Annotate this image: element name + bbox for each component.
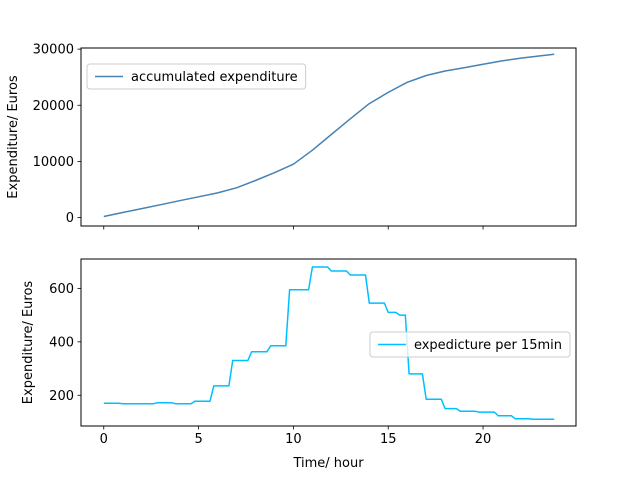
bottom-series-group — [103, 266, 555, 421]
y-tick-label: 10000 — [33, 155, 74, 170]
bottom-legend: expedicture per 15min — [369, 331, 571, 358]
top-legend-box — [86, 63, 307, 90]
series-line — [103, 266, 555, 421]
y-tick-label: 20000 — [33, 99, 74, 114]
bottom-y-axis-label: Expenditure/ Euros — [21, 281, 36, 405]
bottom-legend-box — [369, 331, 571, 358]
x-tick-label: 15 — [380, 432, 397, 447]
top-panel: 0 10000 20000 30000 Expenditure/ Euros accu… — [6, 43, 577, 230]
y-tick-label: 0 — [66, 211, 74, 226]
top-legend-label: accumulated expenditure — [131, 70, 298, 85]
top-y-axis-label: Expenditure/ Euros — [6, 75, 21, 199]
bottom-legend-label: expedicture per 15min — [414, 338, 562, 353]
bottom-x-axis-label: Time/ hour — [292, 456, 364, 471]
x-tick-label: 5 — [194, 432, 202, 447]
top-series-group — [103, 53, 555, 218]
x-tick-label: 10 — [285, 432, 302, 447]
x-tick-label: 0 — [100, 432, 108, 447]
y-tick-label: 200 — [49, 389, 74, 404]
x-tick-label: 20 — [475, 432, 492, 447]
bottom-x-ticks: 0 5 10 15 20 — [100, 426, 492, 447]
top-plot-frame — [80, 47, 577, 227]
y-tick-label: 30000 — [33, 43, 74, 58]
y-tick-label: 400 — [49, 335, 74, 350]
top-y-ticks: 0 10000 20000 30000 — [33, 43, 81, 226]
top-x-ticks — [103, 226, 484, 230]
bottom-panel: 200 400 600 0 5 10 15 20 Expenditure/ Euros Ti… — [21, 258, 577, 471]
y-tick-label: 600 — [49, 282, 74, 297]
bottom-plot-frame — [80, 258, 577, 427]
top-legend: accumulated expenditure — [86, 63, 307, 90]
bottom-y-ticks: 200 400 600 — [49, 282, 81, 404]
series-line — [103, 53, 555, 218]
